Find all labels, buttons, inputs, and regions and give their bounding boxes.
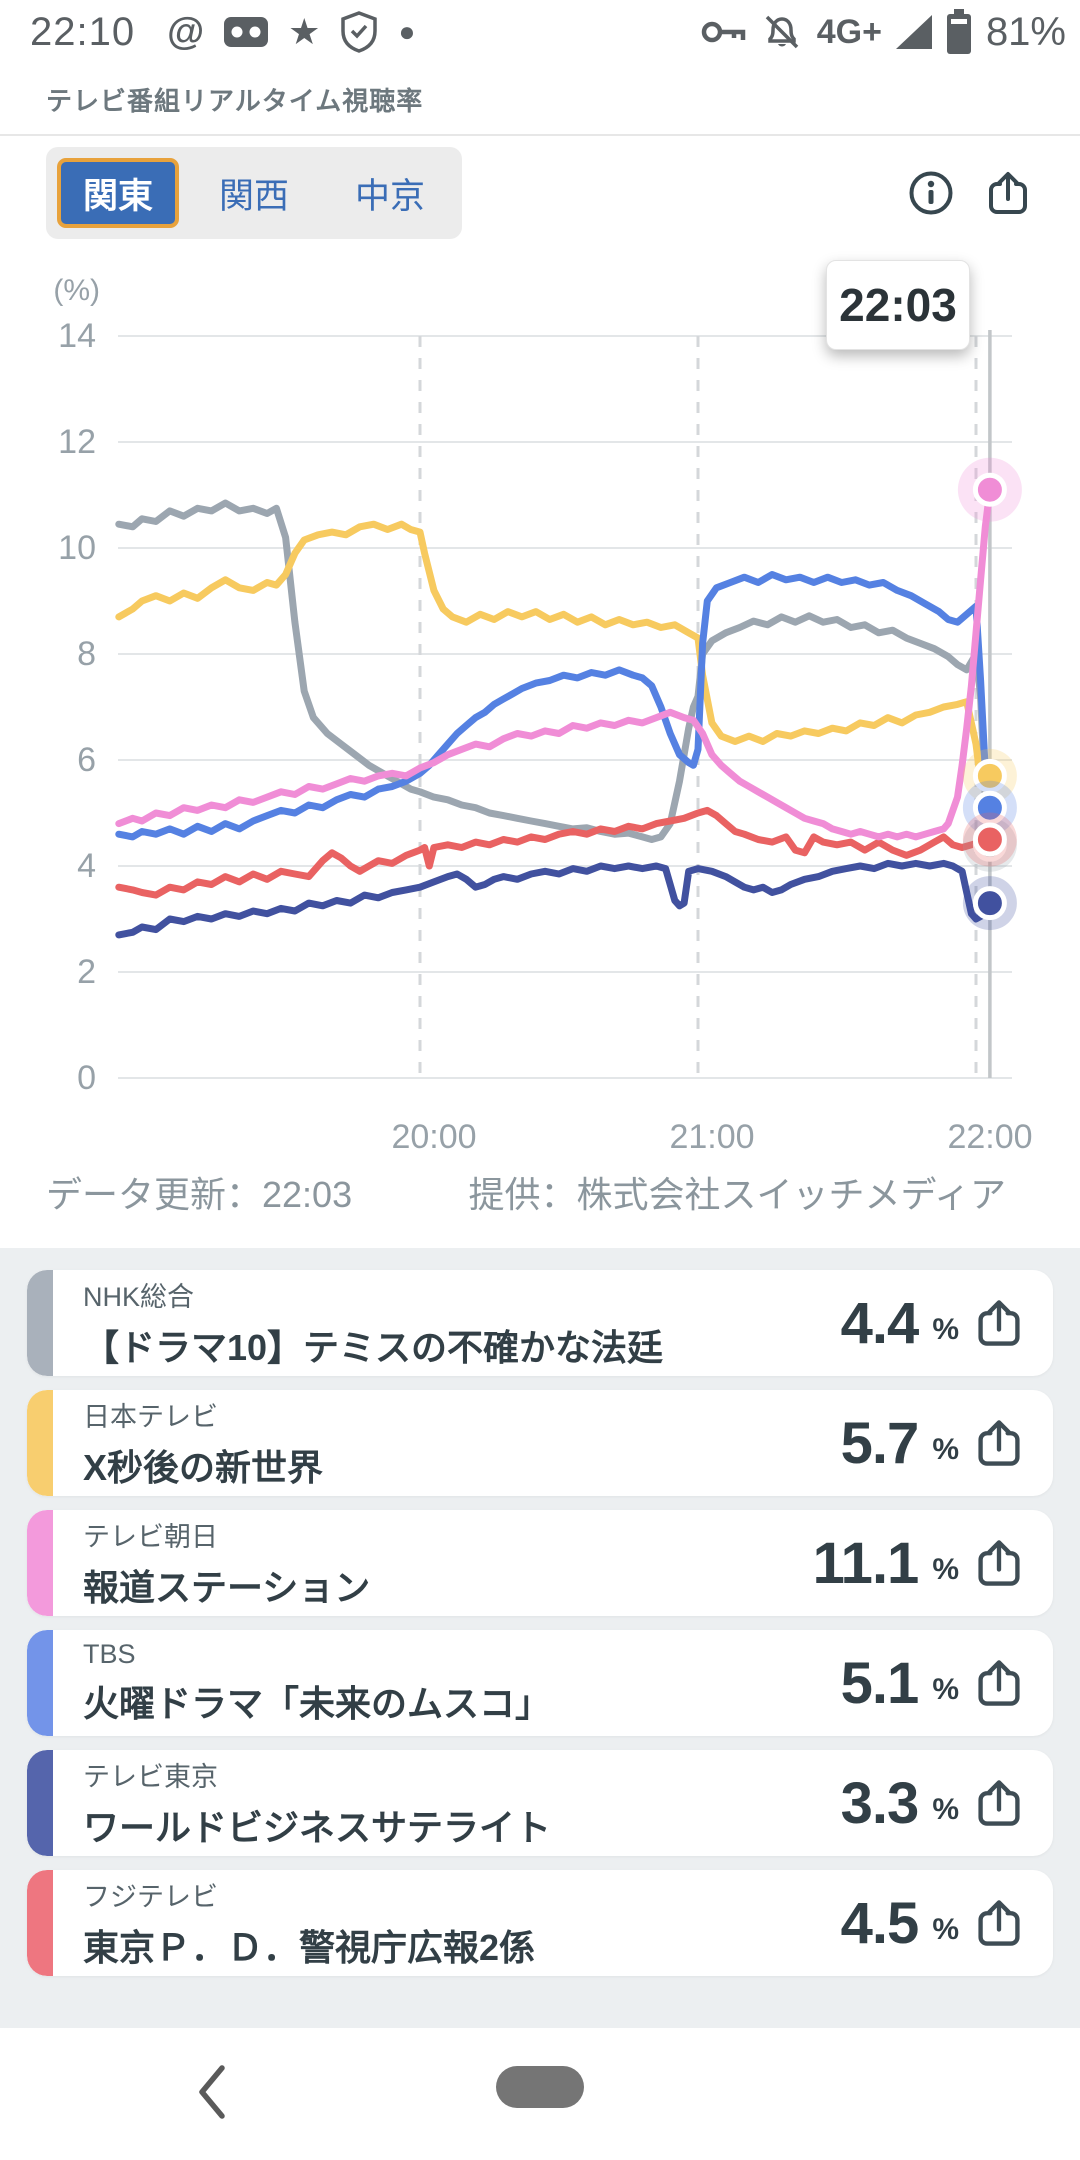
channel-name: テレビ東京 (83, 1762, 218, 1792)
endpoint-dot (972, 472, 1007, 507)
endpoint-dot (972, 822, 1007, 857)
threads-icon: @ (167, 10, 205, 53)
channel-row[interactable]: フジテレビ 東京Ｐ．Ｄ．警視庁広報2係 4.5 % (27, 1870, 1053, 1976)
x-tick-label: 21:00 (669, 1118, 754, 1156)
channel-row[interactable]: テレビ朝日 報道ステーション 11.1 % (27, 1510, 1053, 1616)
rating-value: 3.3 (840, 1770, 920, 1836)
y-tick-label: 6 (77, 741, 96, 779)
program-title: 【ドラマ10】テミスの不確かな法廷 (83, 1327, 664, 1368)
x-tick-label: 20:00 (391, 1118, 476, 1156)
channel-color-bar (27, 1630, 53, 1736)
battery-icon (946, 9, 972, 55)
bell-off-icon (761, 11, 803, 53)
row-share-icon[interactable] (973, 1537, 1025, 1589)
info-icon[interactable] (908, 170, 954, 216)
network-type-label: 4G+ (816, 12, 882, 51)
notification-dot-icon: ● (398, 16, 416, 47)
page-title: テレビ番組リアルタイム視聴率 (46, 85, 424, 116)
endpoint-dot (972, 790, 1007, 825)
series-line (115, 486, 994, 841)
row-share-icon[interactable] (973, 1777, 1025, 1829)
chart-area: 0 2 4 6 8 10 12 14 (%) 20:00 21:00 22:00 22:03 (0, 250, 1080, 1160)
title-bar: テレビ番組リアルタイム視聴率 (0, 64, 1080, 136)
program-title: X秒後の新世界 (83, 1447, 324, 1488)
rating-value: 4.5 (840, 1890, 920, 1956)
channel-name: TBS (83, 1639, 136, 1669)
clock: 22:10 (30, 9, 136, 54)
program-title: 報道ステーション (83, 1567, 371, 1608)
rating-unit: % (932, 1433, 959, 1466)
rating-value: 5.1 (840, 1650, 920, 1716)
channel-row[interactable]: テレビ東京 ワールドビジネスサテライト 3.3 % (27, 1750, 1053, 1856)
rating-unit: % (932, 1313, 959, 1346)
x-tick-label: 22:00 (947, 1118, 1032, 1156)
series-line (115, 859, 994, 939)
time-cursor-tooltip: 22:03 (826, 260, 970, 350)
toolbar: 関東 関西 中京 (0, 136, 1080, 250)
shield-check-icon (340, 11, 378, 53)
series-line (115, 499, 994, 849)
share-icon[interactable] (984, 169, 1032, 217)
status-bar: 22:10 @ ★ ● 4G+ 8 (0, 0, 1080, 64)
row-share-icon[interactable] (973, 1657, 1025, 1709)
region-segmented-control: 関東 関西 中京 (46, 147, 462, 239)
star-icon: ★ (288, 11, 321, 52)
series-line (115, 571, 994, 841)
channel-row[interactable]: 日本テレビ X秒後の新世界 5.7 % (27, 1390, 1053, 1496)
rating-value: 11.1 (812, 1530, 920, 1596)
program-title: 東京Ｐ．Ｄ．警視庁広報2係 (83, 1927, 536, 1968)
series-line (115, 520, 994, 793)
rating-unit: % (932, 1673, 959, 1706)
bottom-nav-bar (0, 2028, 1080, 2160)
channel-color-bar (27, 1390, 53, 1496)
program-title: ワールドビジネスサテライト (83, 1807, 552, 1848)
channel-name: NHK総合 (83, 1282, 195, 1312)
channel-color-bar (27, 1870, 53, 1976)
rating-unit: % (932, 1913, 959, 1946)
y-tick-label: 12 (58, 423, 96, 461)
vpn-key-icon (701, 19, 747, 45)
series-line (115, 806, 994, 899)
channel-color-bar (27, 1510, 53, 1616)
y-tick-label: 10 (58, 529, 96, 567)
tab-kanto[interactable]: 関東 (57, 158, 179, 228)
channel-color-bar (27, 1270, 53, 1376)
tab-chukyo[interactable]: 中京 (354, 176, 425, 216)
data-updated-label: データ更新：22:03 (46, 1174, 353, 1215)
y-tick-label: 14 (58, 317, 96, 355)
voicemail-icon (224, 17, 269, 47)
channel-name: フジテレビ (83, 1882, 218, 1912)
y-tick-label: 0 (77, 1059, 96, 1097)
y-tick-label: 8 (77, 635, 96, 673)
channel-row[interactable]: NHK総合 【ドラマ10】テミスの不確かな法廷 4.4 % (27, 1270, 1053, 1376)
y-tick-label: 4 (77, 847, 96, 885)
row-share-icon[interactable] (973, 1297, 1025, 1349)
channel-name: テレビ朝日 (83, 1522, 218, 1552)
battery-percent-label: 81% (985, 9, 1066, 54)
y-axis-unit-label: (%) (53, 274, 100, 307)
signal-icon (895, 15, 932, 49)
row-share-icon[interactable] (973, 1897, 1025, 1949)
ratings-chart[interactable]: 0 2 4 6 8 10 12 14 (%) 20:00 21:00 22:00 (0, 250, 1080, 1160)
channel-list: NHK総合 【ドラマ10】テミスの不確かな法廷 4.4 % 日本テレビ X秒後の… (0, 1248, 1080, 2160)
rating-unit: % (932, 1553, 959, 1586)
tab-kansai[interactable]: 関西 (218, 176, 289, 216)
endpoint-dot (972, 758, 1007, 793)
back-button[interactable] (192, 2060, 232, 2124)
channel-name: 日本テレビ (83, 1402, 218, 1432)
home-pill-button[interactable] (496, 2066, 584, 2108)
rating-value: 5.7 (840, 1410, 920, 1476)
chart-footer: データ更新：22:03 提供：株式会社スイッチメディア (0, 1160, 1080, 1248)
provider-label: 提供：株式会社スイッチメディア (468, 1174, 1006, 1215)
endpoint-dot (972, 886, 1007, 921)
y-tick-label: 2 (77, 953, 96, 991)
program-title: 火曜ドラマ「未来のムスコ」 (83, 1683, 552, 1724)
row-share-icon[interactable] (973, 1417, 1025, 1469)
rating-unit: % (932, 1793, 959, 1826)
rating-value: 4.4 (840, 1290, 920, 1356)
channel-color-bar (27, 1750, 53, 1856)
channel-row[interactable]: TBS 火曜ドラマ「未来のムスコ」 5.1 % (27, 1630, 1053, 1736)
